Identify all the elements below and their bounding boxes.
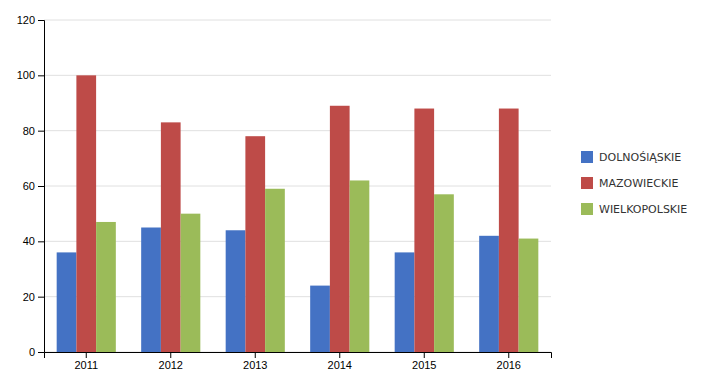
grid-line <box>44 186 551 187</box>
x-tick: 2016 <box>497 352 521 371</box>
legend-item: MAZOWIECKIE <box>581 177 678 190</box>
x-tick-mark <box>508 352 509 358</box>
grid-line <box>44 20 551 21</box>
x-tick: 2014 <box>328 352 352 371</box>
bar <box>141 228 161 353</box>
x-tick-mark <box>86 352 87 358</box>
x-tick-label: 2013 <box>243 359 267 371</box>
bar <box>181 214 201 352</box>
x-tick-label: 2011 <box>74 359 98 371</box>
grid <box>44 20 551 352</box>
grid-line <box>44 75 551 76</box>
bar <box>479 236 499 352</box>
y-tick-label: 60 <box>23 180 35 192</box>
bar <box>350 180 370 352</box>
y-tick: 80 <box>23 125 44 137</box>
y-tick-mark <box>38 131 44 132</box>
y-tick-label: 100 <box>17 69 35 81</box>
y-tick: 60 <box>23 180 44 192</box>
x-axis: 2011 2012 2013 2014 2015 2016 <box>45 352 552 371</box>
y-tick-mark <box>38 297 44 298</box>
bar <box>96 222 116 352</box>
legend-swatch <box>581 177 593 189</box>
bar-series <box>76 75 518 352</box>
y-tick: 100 <box>17 69 44 81</box>
y-tick: 120 <box>17 14 44 26</box>
y-tick-mark <box>38 186 44 187</box>
bars <box>57 75 539 352</box>
x-axis-line <box>45 353 552 359</box>
y-tick-mark <box>38 352 44 353</box>
x-tick-mark <box>255 352 256 358</box>
x-tick: 2015 <box>412 352 436 371</box>
bar <box>519 239 539 352</box>
legend-item: DOLNOŚlĄSKIE <box>581 151 681 164</box>
grid-line <box>44 296 551 297</box>
bar <box>245 136 265 352</box>
x-tick-mark <box>424 352 425 358</box>
y-tick-label: 120 <box>17 14 35 26</box>
x-tick-mark <box>339 352 340 358</box>
plot: 2011 2012 2013 2014 2015 2016 0 20 40 60 80 100 120 <box>17 14 552 371</box>
y-axis: 0 20 40 60 80 100 120 <box>17 14 45 358</box>
legend-label: WIELKOPOLSKIE <box>599 203 687 216</box>
y-tick-label: 80 <box>23 125 35 137</box>
legend-swatch <box>581 151 593 163</box>
x-tick-label: 2014 <box>328 359 352 371</box>
x-tick: 2012 <box>159 352 183 371</box>
bar <box>57 252 77 352</box>
y-axis-line <box>38 21 45 353</box>
chart: 2011 2012 2013 2014 2015 2016 0 20 40 60 80 100 120 D… <box>0 0 726 384</box>
x-tick-mark <box>170 352 171 358</box>
bar <box>499 109 519 352</box>
legend-swatch <box>581 203 593 215</box>
x-tick-label: 2012 <box>159 359 183 371</box>
x-tick-label: 2015 <box>412 359 436 371</box>
y-tick-mark <box>38 241 44 242</box>
bar <box>434 194 454 352</box>
bar <box>76 75 96 352</box>
y-tick-label: 40 <box>23 235 35 247</box>
legend-label: DOLNOŚlĄSKIE <box>599 151 681 164</box>
grid-line <box>44 130 551 131</box>
bar <box>395 252 415 352</box>
x-tick: 2013 <box>243 352 267 371</box>
y-tick-label: 0 <box>29 346 35 358</box>
bar-series <box>96 180 538 352</box>
y-tick-label: 20 <box>23 291 35 303</box>
bar <box>161 122 181 352</box>
bar <box>226 230 246 352</box>
y-tick: 20 <box>23 291 44 303</box>
y-tick: 0 <box>29 346 44 358</box>
x-tick-label: 2016 <box>497 359 521 371</box>
grid-line <box>44 241 551 242</box>
y-tick-mark <box>38 75 44 76</box>
bar <box>310 286 330 352</box>
bar <box>265 189 285 352</box>
legend: DOLNOŚlĄSKIE MAZOWIECKIE WIELKOPOLSKIE <box>581 151 687 216</box>
x-tick: 2011 <box>74 352 98 371</box>
y-tick: 40 <box>23 235 44 247</box>
bar <box>330 106 350 352</box>
y-tick-mark <box>38 20 44 21</box>
legend-label: MAZOWIECKIE <box>599 177 678 190</box>
bar <box>414 109 434 352</box>
legend-item: WIELKOPOLSKIE <box>581 203 687 216</box>
